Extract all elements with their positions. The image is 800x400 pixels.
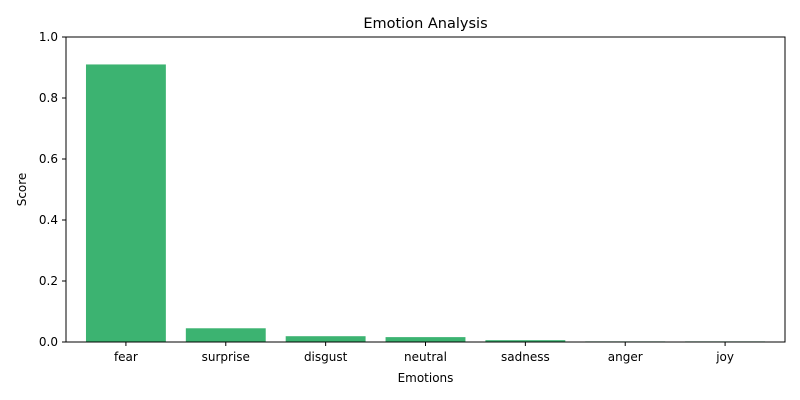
y-axis-label: Score — [15, 173, 29, 207]
y-tick-label-5: 1.0 — [39, 30, 58, 44]
chart-title: Emotion Analysis — [363, 16, 487, 32]
x-tick-label-sadness: sadness — [501, 350, 550, 364]
bar-neutral — [385, 337, 466, 342]
plot-frame — [65, 36, 786, 343]
x-tick-label-neutral: neutral — [404, 350, 447, 364]
bar-fear — [85, 64, 166, 342]
x-tick-label-joy: joy — [715, 350, 734, 364]
y-tick-label-1: 0.2 — [39, 274, 58, 288]
y-tick-label-0: 0.0 — [39, 335, 58, 349]
y-axis: 0.0 0.2 0.4 0.6 0.8 1.0 — [39, 30, 66, 349]
x-tick-label-disgust: disgust — [304, 350, 348, 364]
y-tick-label-3: 0.6 — [39, 152, 58, 166]
x-tick-label-surprise: surprise — [202, 350, 250, 364]
x-axis: fear surprise disgust neutral sadness anger jo… — [114, 342, 734, 364]
bar-sadness — [485, 340, 566, 342]
y-tick-label-2: 0.4 — [39, 213, 58, 227]
bar-surprise — [185, 328, 266, 342]
bar-disgust — [285, 336, 366, 342]
x-axis-label: Emotions — [398, 371, 454, 385]
x-tick-label-fear: fear — [114, 350, 138, 364]
y-tick-label-4: 0.8 — [39, 91, 58, 105]
x-tick-label-anger: anger — [608, 350, 643, 364]
bars-group — [85, 64, 766, 342]
